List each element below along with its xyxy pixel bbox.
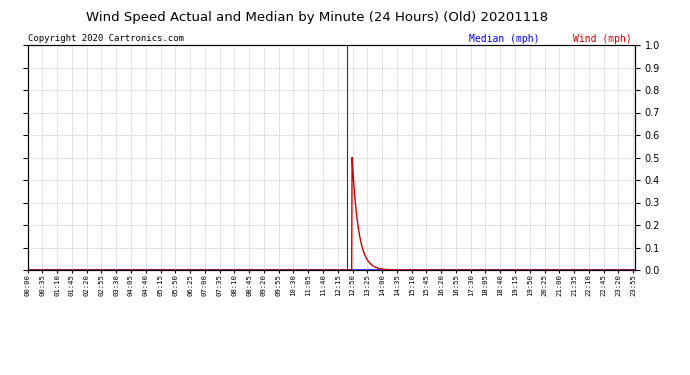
Text: Wind Speed Actual and Median by Minute (24 Hours) (Old) 20201118: Wind Speed Actual and Median by Minute (… bbox=[86, 11, 549, 24]
Text: Median (mph): Median (mph) bbox=[469, 34, 540, 44]
Text: Wind (mph): Wind (mph) bbox=[573, 34, 631, 44]
Text: Copyright 2020 Cartronics.com: Copyright 2020 Cartronics.com bbox=[28, 34, 184, 43]
